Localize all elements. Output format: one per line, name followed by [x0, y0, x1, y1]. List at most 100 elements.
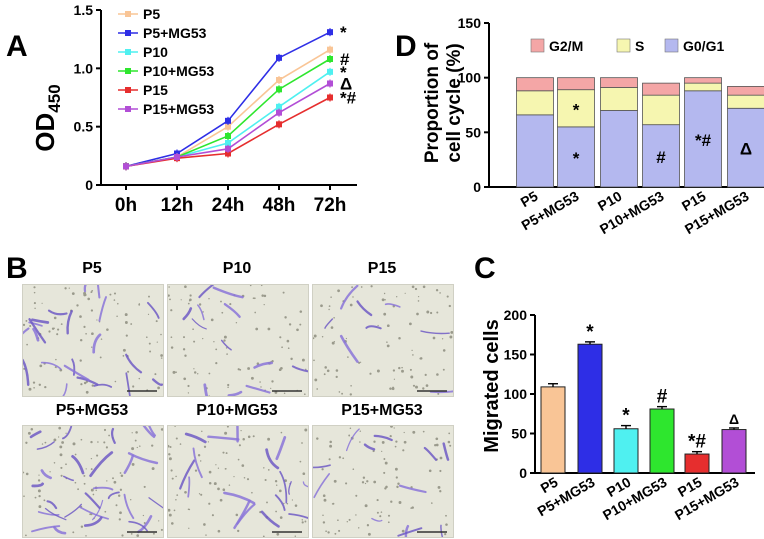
membrane-pore [403, 431, 405, 434]
membrane-pore [337, 519, 339, 522]
membrane-pore [349, 393, 352, 396]
stained-cell [233, 499, 251, 530]
membrane-pore [113, 292, 117, 295]
membrane-pore [335, 369, 339, 372]
membrane-pore [156, 341, 158, 343]
membrane-pore [414, 287, 418, 291]
stained-cell [37, 511, 60, 516]
membrane-pore [208, 395, 210, 396]
membrane-pore [327, 531, 330, 534]
membrane-pore [275, 484, 278, 486]
membrane-pore [138, 377, 141, 380]
membrane-pore [38, 494, 41, 498]
membrane-pore [27, 431, 31, 435]
membrane-pore [394, 467, 398, 471]
membrane-pore [243, 476, 246, 479]
panel-d-bar-segment [642, 124, 680, 188]
panel-a-significance-mark: *# [340, 89, 357, 108]
membrane-pore [393, 427, 395, 429]
stained-cell [31, 318, 50, 324]
membrane-pore [149, 350, 152, 353]
membrane-pore [117, 494, 121, 497]
membrane-pore [124, 321, 128, 324]
membrane-pore [124, 313, 128, 317]
membrane-pore [170, 346, 174, 349]
membrane-pore [429, 311, 433, 315]
membrane-pore [64, 287, 67, 290]
membrane-pore [83, 474, 86, 477]
membrane-pore [348, 518, 351, 521]
membrane-pore [197, 453, 201, 457]
membrane-pore [409, 368, 412, 371]
membrane-pore [90, 488, 94, 492]
membrane-pore [246, 478, 250, 481]
membrane-pore [25, 534, 27, 537]
membrane-pore [187, 392, 190, 394]
membrane-pore [284, 316, 287, 319]
panel-c-y-tick-label: 50 [511, 426, 527, 442]
panel-d-bar-segment [600, 87, 638, 111]
membrane-pore [449, 444, 452, 447]
membrane-pore [386, 324, 390, 328]
membrane-pore [435, 443, 439, 447]
membrane-pore [90, 291, 93, 294]
membrane-pore [173, 509, 176, 512]
panel-a-legend-label: P15+MG53 [143, 101, 214, 117]
stained-cell [107, 491, 120, 500]
stained-cell [23, 327, 30, 335]
membrane-pore [53, 438, 57, 442]
stained-cell [63, 364, 90, 381]
membrane-pore [364, 482, 367, 485]
stained-cell [212, 286, 244, 299]
membrane-pore [119, 511, 122, 515]
membrane-pore [175, 475, 177, 478]
stained-cell [64, 503, 82, 518]
membrane-pore [169, 445, 172, 449]
membrane-pore [324, 366, 327, 369]
micrograph-p15-mg53 [312, 425, 454, 538]
membrane-pore [83, 325, 86, 328]
membrane-pore [266, 501, 268, 504]
membrane-pore [154, 373, 157, 376]
membrane-pore [56, 333, 59, 336]
membrane-pore [389, 434, 392, 438]
membrane-pore [60, 323, 63, 325]
membrane-pore [85, 332, 87, 335]
membrane-pore [74, 481, 77, 484]
membrane-pore [252, 297, 255, 300]
membrane-pore [291, 499, 294, 501]
membrane-pore [338, 391, 341, 393]
membrane-pore [401, 369, 404, 373]
stained-cell [84, 492, 101, 509]
membrane-pore [383, 458, 386, 460]
panel-c-bar [649, 408, 675, 474]
membrane-pore [79, 315, 82, 318]
membrane-pore [412, 384, 416, 387]
panel-d-significance-mark: * [573, 100, 580, 119]
stained-cell [324, 318, 334, 329]
membrane-pore [213, 482, 217, 486]
membrane-pore [187, 384, 190, 388]
membrane-pore [23, 471, 25, 474]
panel-a-data-point [276, 86, 282, 93]
membrane-pore [328, 458, 331, 461]
membrane-pore [131, 432, 133, 434]
membrane-pore [448, 432, 451, 435]
panel-a-data-point [276, 77, 282, 83]
panel-letter-a: A [6, 30, 28, 63]
membrane-pore [143, 522, 146, 524]
membrane-pore [130, 533, 133, 535]
membrane-pore [79, 359, 82, 362]
membrane-pore [34, 307, 36, 310]
panel-d-bar-segment [684, 77, 722, 84]
panel-letter-b: B [6, 252, 28, 285]
membrane-pore [349, 427, 352, 429]
stained-cell [265, 448, 280, 470]
stained-cell [110, 427, 116, 445]
membrane-pore [193, 371, 197, 374]
stained-cell [223, 303, 241, 318]
membrane-pore [65, 432, 67, 434]
panel-a-data-point [327, 80, 333, 87]
membrane-pore [322, 514, 324, 516]
membrane-pore [412, 354, 414, 356]
